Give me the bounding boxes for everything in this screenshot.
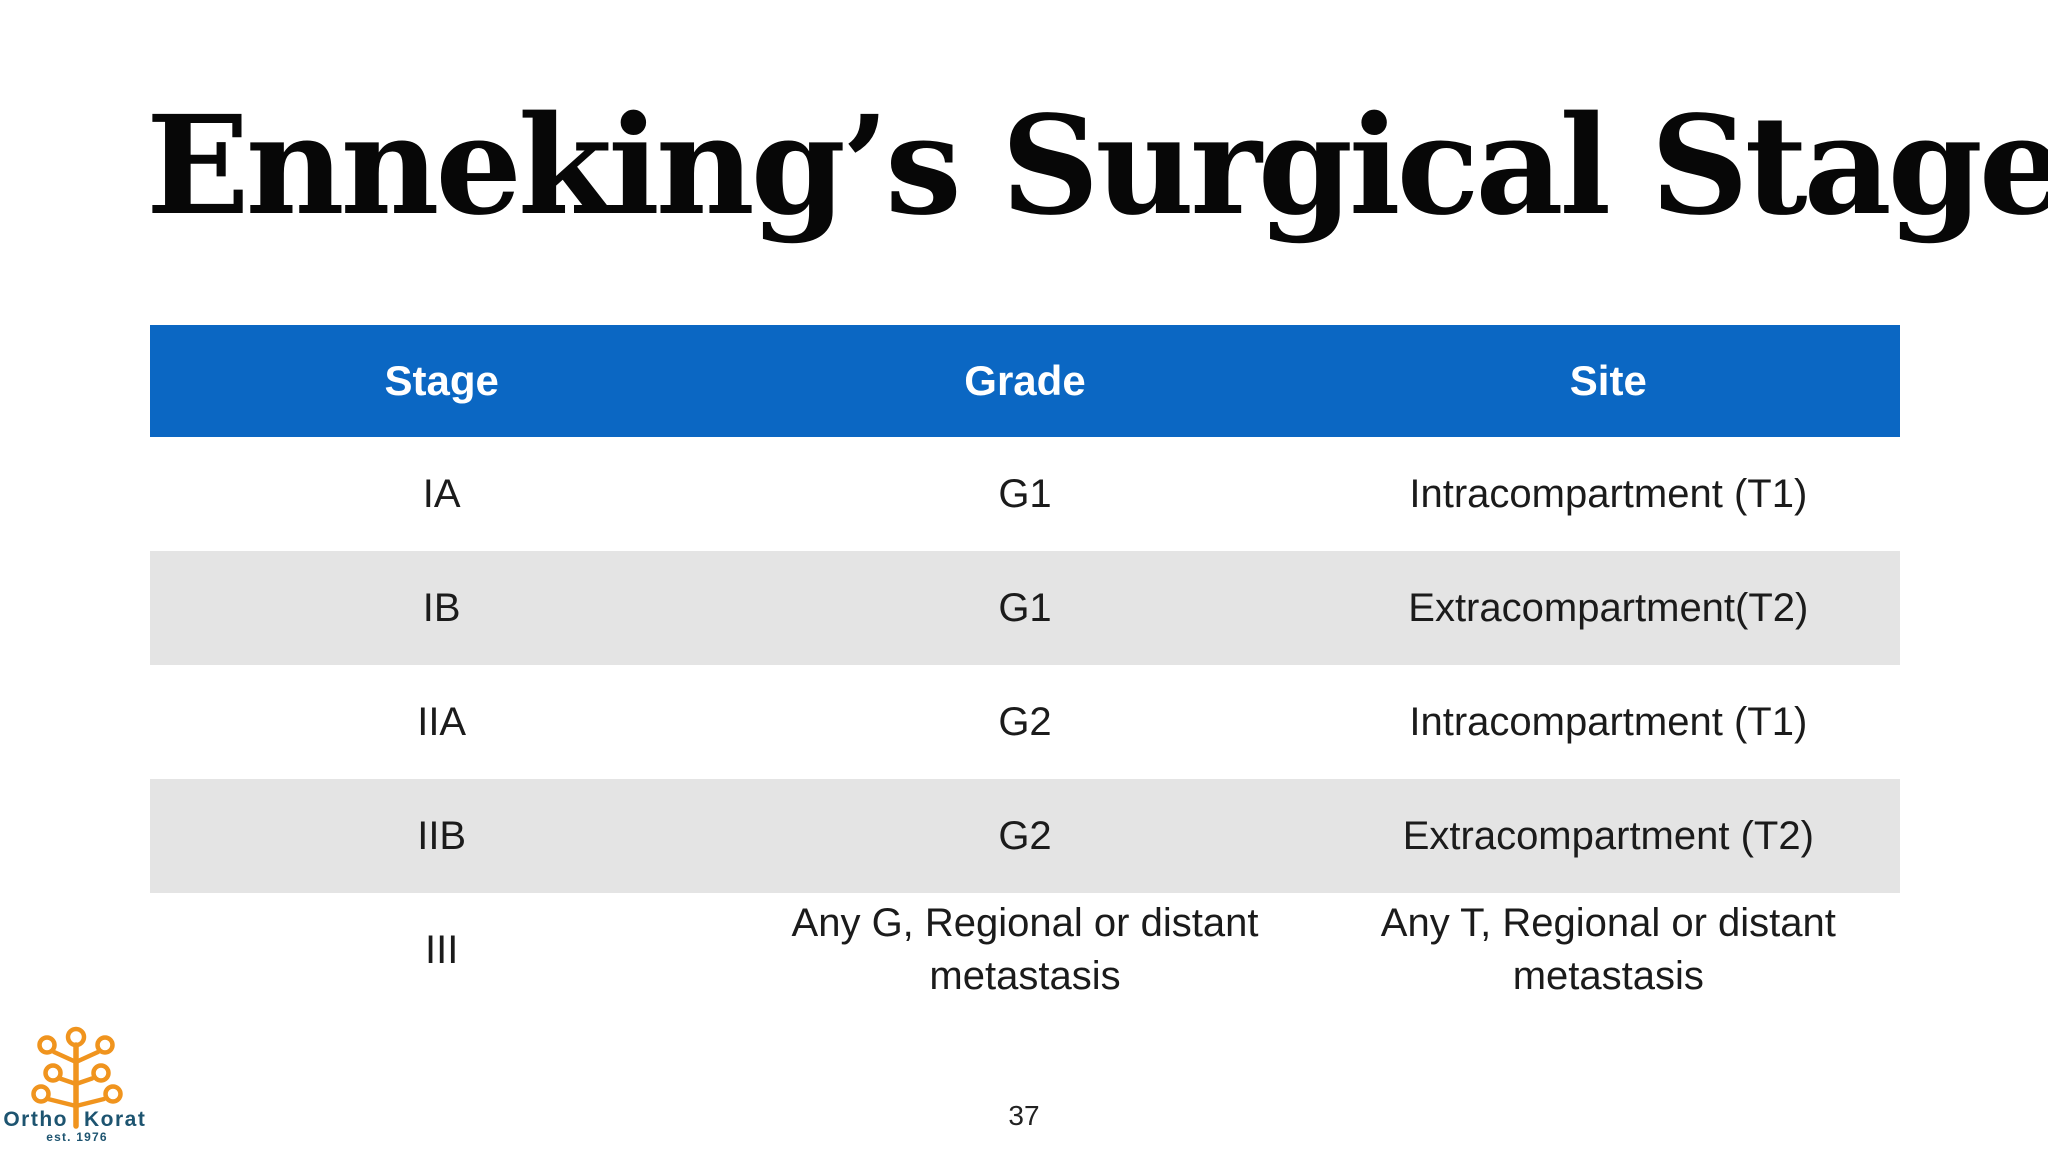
- column-header-site: Site: [1569, 357, 1647, 404]
- table-row-ia: IA G1 Intracompartment (T1): [150, 437, 1900, 551]
- cell-stage: IIA: [417, 699, 467, 744]
- ortho-korat-logo: Ortho Korat est. 1976: [3, 1026, 146, 1144]
- page-number: 37: [1008, 1100, 1040, 1131]
- cell-site: Extracompartment (T2): [1402, 813, 1814, 858]
- cell-stage: IB: [422, 585, 461, 630]
- table-row-ib: IB G1 Extracompartment(T2): [150, 551, 1900, 665]
- column-header-grade: Grade: [964, 357, 1086, 404]
- cell-grade: G1: [998, 585, 1052, 630]
- cell-grade: G1: [998, 471, 1052, 516]
- cell-site: Any T, Regional or distant metastasis: [1380, 901, 1836, 998]
- cell-stage: IA: [422, 471, 461, 516]
- cell-grade: G2: [998, 813, 1052, 858]
- column-header-stage: Stage: [384, 357, 499, 404]
- table-header-row: Stage Grade Site: [150, 325, 1900, 437]
- enneking-staging-table: Stage Grade Site IA G1 Intracompartment …: [150, 325, 1900, 1007]
- cell-grade: Any G, Regional or distant metastasis: [791, 901, 1259, 998]
- table-row-iia: IIA G2 Intracompartment (T1): [150, 665, 1900, 779]
- cell-site: Intracompartment (T1): [1409, 471, 1808, 516]
- cell-site: Intracompartment (T1): [1409, 699, 1808, 744]
- table-row-iii: III Any G, Regional or distant metastasi…: [150, 893, 1900, 1007]
- logo-text-korat: Korat: [84, 1108, 146, 1131]
- cell-grade: G2: [998, 699, 1052, 744]
- tree-logo-icon: [31, 1026, 123, 1129]
- logo-tagline: est. 1976: [46, 1130, 108, 1144]
- logo-text-ortho: Ortho: [3, 1108, 68, 1131]
- cell-stage: IIB: [417, 813, 467, 858]
- cell-stage: III: [424, 927, 459, 972]
- table-body: IA G1 Intracompartment (T1) IB G1 Extrac…: [150, 437, 1900, 1007]
- cell-site: Extracompartment(T2): [1408, 585, 1809, 630]
- page-title: Enneking’s Surgical Stages: [146, 86, 2048, 246]
- table-row-iib: IIB G2 Extracompartment (T2): [150, 779, 1900, 893]
